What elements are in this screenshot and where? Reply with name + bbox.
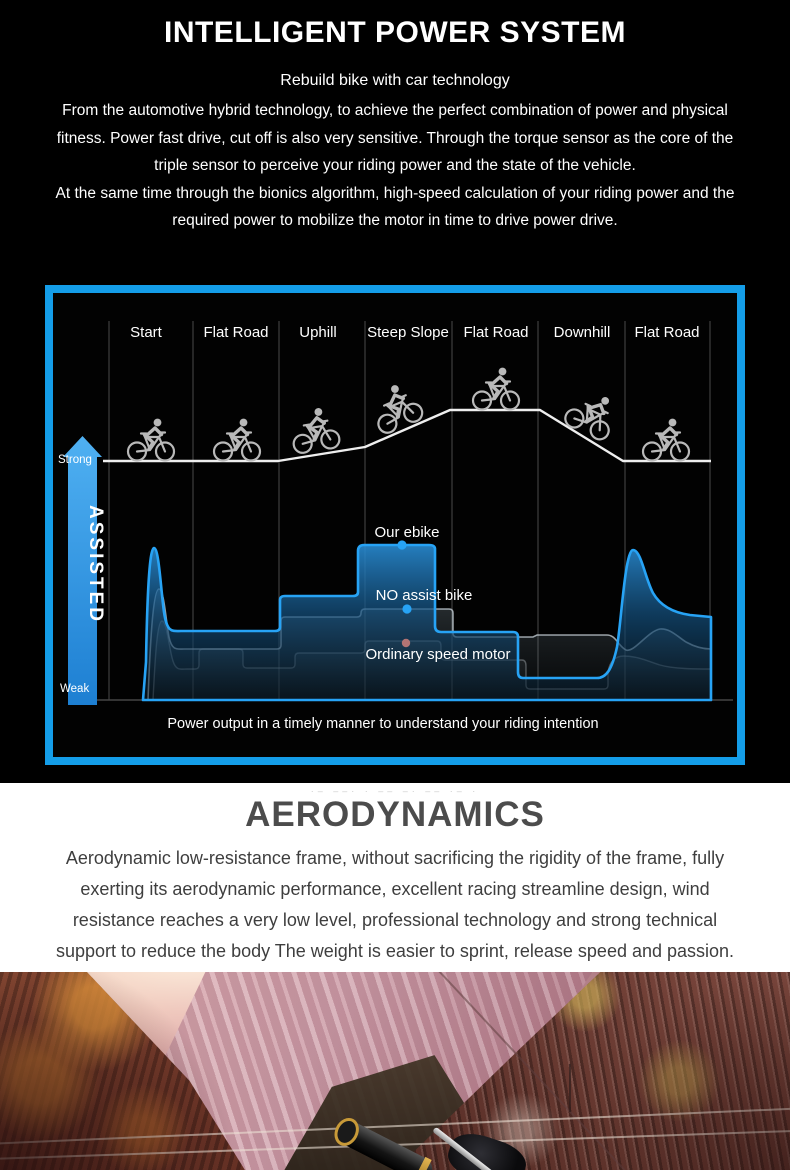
aero-section-title: AERODYNAMICS	[245, 795, 545, 834]
assist-chart: Start Flat Road Uphill Steep Slope Flat …	[45, 285, 745, 765]
terrain-label-flat-road-3: Flat Road	[634, 324, 699, 341]
cyclist-icons	[126, 365, 691, 463]
terrain-label-steep-slope: Steep Slope	[367, 324, 449, 341]
series-our-ebike	[141, 543, 713, 702]
legend-ordinary-speed-motor: Ordinary speed motor	[365, 646, 510, 663]
power-section-title: INTELLIGENT POWER SYSTEM	[163, 16, 626, 49]
cyclist-icon	[471, 365, 521, 412]
power-section-body: From the automotive hybrid technology, t…	[43, 97, 747, 235]
terrain-label-flat-road-1: Flat Road	[203, 324, 268, 341]
axis-assisted-label: ASSISTED	[85, 505, 106, 624]
power-section-subtitle: Rebuild bike with car technology	[280, 72, 510, 89]
cyclist-icon	[364, 377, 427, 438]
handlebar-grip	[334, 1117, 437, 1170]
photo-vignette	[0, 972, 790, 1170]
cyclist-icon	[286, 403, 343, 456]
chart-caption: Power output in a timely manner to under…	[167, 716, 598, 732]
power-system-section: INTELLIGENT POWER SYSTEM Rebuild bike wi…	[0, 0, 790, 783]
terrain-profile-line	[103, 408, 711, 463]
assist-chart-svg: Start Flat Road Uphill Steep Slope Flat …	[58, 321, 733, 732]
legend-no-assist-bike: NO assist bike	[376, 587, 473, 604]
terrain-label-start: Start	[130, 324, 163, 341]
hero-photo	[0, 972, 790, 1170]
axis-strong-label: Strong	[58, 454, 92, 466]
terrain-label-flat-road-2: Flat Road	[463, 324, 528, 341]
legend-our-ebike: Our ebike	[374, 524, 439, 541]
bike-handlebar	[330, 1110, 531, 1170]
terrain-label-uphill: Uphill	[299, 324, 337, 341]
cyclist-icon	[641, 416, 691, 463]
cropped-text-marks: ·– ––· · –– –· –– ·– ·	[310, 787, 480, 795]
aero-paragraph: Aerodynamic low-resistance frame, withou…	[55, 848, 735, 961]
cyclist-icon	[212, 416, 262, 463]
cyclist-icon	[560, 383, 624, 444]
assisted-axis: Strong Weak ASSISTED	[58, 436, 106, 705]
axis-weak-label: Weak	[60, 683, 89, 695]
legend-dot-no-assist	[402, 604, 412, 614]
terrain-gridlines	[108, 321, 711, 700]
aerodynamics-section: ·– ––· · –– –· –– ·– · AERODYNAMICS Aero…	[0, 783, 790, 972]
legend-dot-our-ebike	[397, 540, 407, 550]
terrain-label-downhill: Downhill	[554, 324, 611, 341]
cyclist-icon	[126, 416, 176, 463]
assisted-arrow-bar	[63, 436, 102, 705]
legend-dot-ordinary	[401, 638, 411, 648]
power-paragraph-2: At the same time through the bionics alg…	[55, 184, 735, 230]
power-paragraph-1: From the automotive hybrid technology, t…	[56, 102, 734, 174]
